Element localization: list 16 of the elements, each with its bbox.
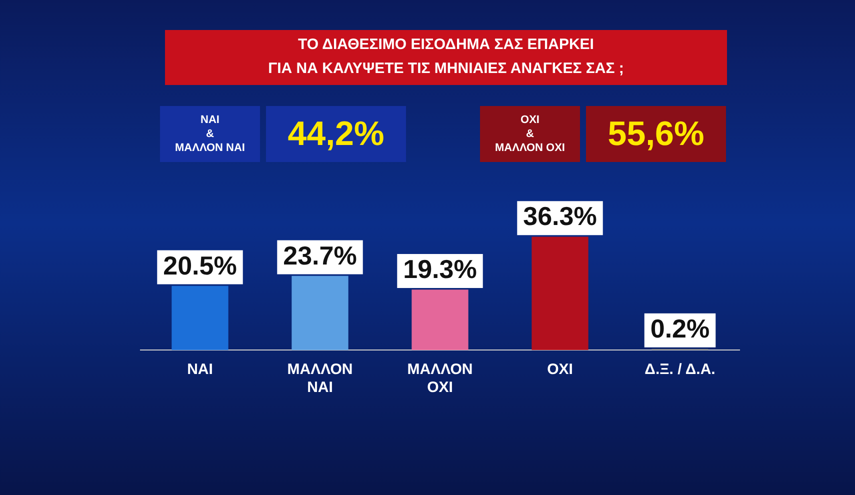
data-label: 20.5% <box>163 250 237 280</box>
data-label: 36.3% <box>523 201 597 232</box>
x-tick-label: ΜΑΛΛΟΝ ΟΧΙ <box>407 361 473 396</box>
data-label: 19.3% <box>403 254 477 284</box>
data-label: 23.7% <box>283 240 357 270</box>
bar <box>412 290 468 350</box>
text: ΝΑΙ & ΜΑΛΛΟΝ ΝΑΙ <box>160 106 260 162</box>
data-label: 0.2% <box>650 314 710 344</box>
text: 55,6% <box>586 106 726 162</box>
text: 44,2% <box>266 106 406 162</box>
x-tick-label: ΝΑΙ <box>187 361 213 378</box>
x-tick-label: ΜΑΛΛΟΝ ΝΑΙ <box>287 361 353 396</box>
x-tick-label: ΟΧΙ <box>547 361 573 378</box>
x-tick-label: Δ.Ξ. / Δ.Α. <box>644 361 716 378</box>
text: ΟΧΙ & ΜΑΛΛΟΝ ΟΧΙ <box>480 106 580 162</box>
chart-title: ΤΟ ΔΙΑΘΕΣΙΜΟ ΕΙΣΟΔΗΜΑ ΣΑΣ ΕΠΑΡΚΕΙ ΓΙΑ ΝΑ ΚΑΛΥΨΕΤΕ ΤΙΣ ΜΗΝΙΑΙΕΣ ΑΝΑΓΚΕΣ ΣΑΣ ; <box>165 30 727 85</box>
